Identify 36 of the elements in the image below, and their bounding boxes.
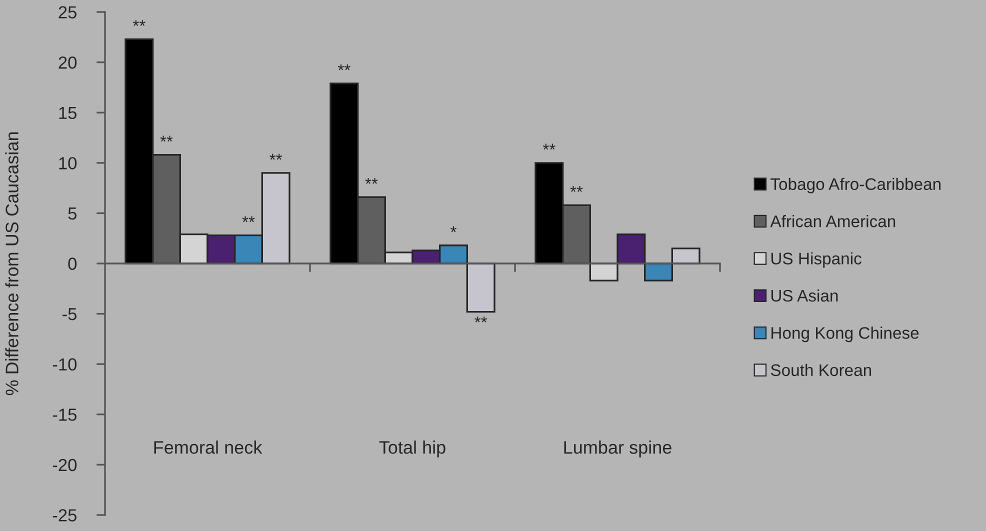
y-axis-title: % Difference from US Caucasian (5, 132, 18, 396)
y-tick-label: -5 (62, 308, 76, 320)
y-tick-label: 25 (58, 6, 76, 18)
data-label: ** (474, 316, 488, 322)
bar (671, 248, 700, 264)
legend-label: US Hispanic (771, 252, 862, 268)
bar (616, 233, 646, 264)
data-label: * (450, 226, 456, 232)
data-label: ** (132, 20, 146, 26)
data-label: ** (242, 216, 255, 222)
legend-label: South Korean (770, 364, 872, 376)
bar (644, 262, 673, 282)
y-tick-label: -25 (52, 509, 76, 522)
data-label: ** (160, 136, 173, 142)
data-label: ** (270, 154, 282, 160)
bar (466, 262, 496, 313)
legend-label: Tobago Afro-Caribbean (770, 178, 940, 194)
bar (589, 262, 618, 282)
x-tick-label: Total hip (379, 440, 446, 458)
y-tick-label: -20 (52, 458, 77, 472)
x-tick-label: Femoral neck (154, 440, 262, 454)
y-tick-label: 0 (68, 258, 77, 270)
data-label: ** (338, 64, 350, 70)
legend-label: African American (770, 215, 896, 228)
legend-label: US Asian (771, 289, 838, 302)
y-tick-label: -15 (52, 408, 76, 421)
y-tick-label: -10 (52, 358, 77, 371)
y-tick-label: 20 (58, 56, 77, 69)
data-label: ** (570, 186, 583, 192)
data-label: ** (365, 178, 378, 184)
x-tick-label: Lumbar spine (564, 440, 672, 458)
y-tick-label: 15 (59, 106, 76, 120)
y-tick-label: 5 (68, 208, 76, 220)
data-label: ** (542, 144, 556, 150)
y-tick-label: 10 (59, 157, 77, 170)
legend-label: Hong Kong Chinese (772, 326, 919, 342)
